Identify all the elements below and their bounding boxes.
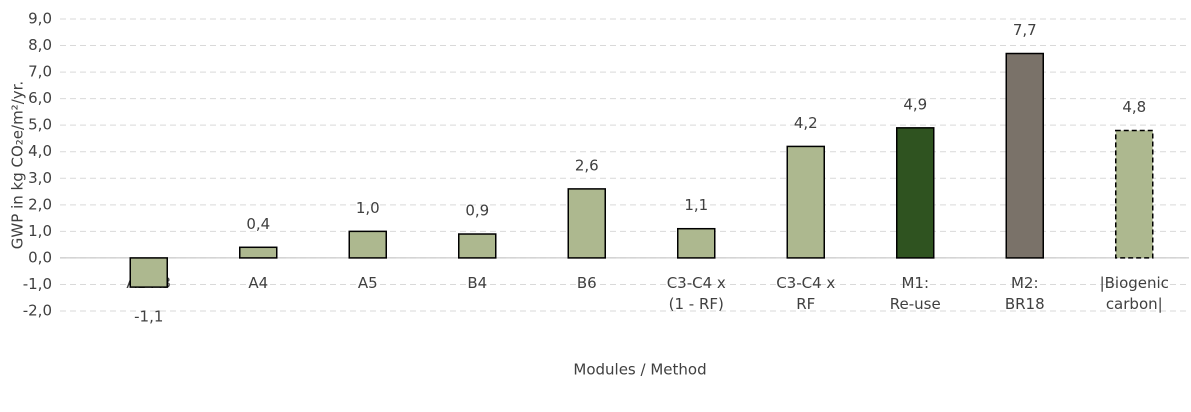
x-tick-line: M1: [901, 274, 929, 292]
x-tick-line: C3-C4 x [776, 274, 835, 292]
value-label: 0,9 [465, 202, 489, 220]
y-tick-label: 0,0 [28, 248, 52, 266]
y-tick-label: 9,0 [28, 10, 52, 28]
bar [567, 188, 606, 259]
value-label: -1,1 [134, 308, 163, 326]
bar [786, 145, 825, 259]
x-tick-line: BR18 [1005, 295, 1045, 313]
x-tick-line: A4 [248, 274, 268, 292]
y-tick-label: 6,0 [28, 89, 52, 107]
bar [896, 127, 935, 259]
x-axis-title: Modules / Method [573, 361, 706, 379]
x-tick-line: |Biogenic [1100, 274, 1169, 292]
y-tick-label: 2,0 [28, 195, 52, 213]
x-tick-label: |Biogenic carbon| [1100, 274, 1169, 313]
bar [458, 233, 497, 259]
y-tick-label: 5,0 [28, 116, 52, 134]
value-label: 4,8 [1122, 98, 1146, 116]
value-label: 2,6 [575, 156, 599, 174]
x-tick-label: C3-C4 x (1 - RF) [667, 274, 726, 313]
x-tick-label: M1: Re-use [890, 274, 941, 313]
x-tick-label: B4 [467, 274, 487, 292]
value-label: 4,2 [794, 114, 818, 132]
x-tick-line: Re-use [890, 295, 941, 313]
value-label: 1,1 [684, 196, 708, 214]
x-tick-line: B4 [467, 274, 487, 292]
x-tick-line: B6 [577, 274, 597, 292]
y-tick-label: -1,0 [23, 275, 52, 293]
x-tick-line: (1 - RF) [669, 295, 724, 313]
bar [677, 227, 716, 259]
x-tick-label: A4 [248, 274, 268, 292]
x-tick-label: M2: BR18 [1005, 274, 1045, 313]
bar [239, 246, 278, 259]
x-tick-label: A5 [358, 274, 378, 292]
y-tick-label: 7,0 [28, 63, 52, 81]
y-tick-label: -2,0 [23, 302, 52, 320]
x-tick-line: C3-C4 x [667, 274, 726, 292]
y-axis-title: GWP in kg CO₂e/m²/yr. [9, 81, 27, 249]
bar [348, 230, 387, 259]
bar [129, 257, 168, 288]
x-tick-label: B6 [577, 274, 597, 292]
value-label: 0,4 [246, 215, 270, 233]
x-tick-line: carbon| [1106, 295, 1163, 313]
value-label: 7,7 [1013, 21, 1037, 39]
value-label: 1,0 [356, 199, 380, 217]
y-tick-label: 8,0 [28, 36, 52, 54]
bar [1115, 129, 1154, 259]
value-label: 4,9 [903, 95, 927, 113]
bar [1005, 52, 1044, 259]
x-tick-label: C3-C4 x RF [776, 274, 835, 313]
x-tick-line: A5 [358, 274, 378, 292]
y-tick-label: 1,0 [28, 222, 52, 240]
x-tick-line: RF [796, 295, 815, 313]
y-tick-label: 3,0 [28, 169, 52, 187]
x-tick-line: M2: [1011, 274, 1039, 292]
y-tick-label: 4,0 [28, 142, 52, 160]
